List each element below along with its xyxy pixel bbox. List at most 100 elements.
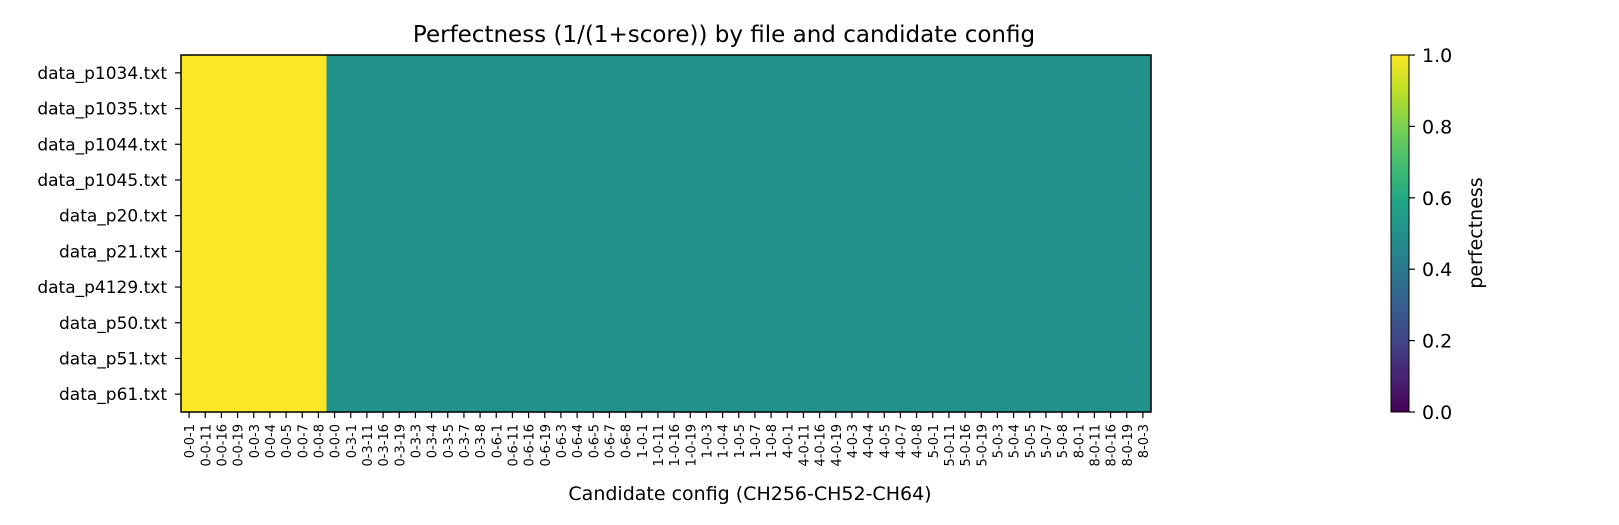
heatmap-cell	[391, 233, 408, 270]
heatmap-cell	[585, 55, 602, 92]
heatmap-cell	[698, 269, 716, 306]
heatmap-cell	[423, 126, 441, 163]
heatmap-cell	[520, 90, 538, 127]
heatmap-cell	[245, 304, 263, 342]
heatmap-cell	[310, 304, 328, 342]
heatmap-cell	[682, 162, 699, 199]
heatmap-cell	[714, 304, 732, 342]
heatmap-cell	[908, 233, 926, 270]
heatmap-cell	[940, 90, 958, 127]
heatmap-cell	[795, 376, 813, 413]
heatmap-cell	[843, 376, 861, 413]
y-tick-label: data_p4129.txt	[37, 278, 167, 298]
heatmap-cell	[488, 233, 505, 270]
heatmap-cell	[1118, 197, 1136, 235]
heatmap-cell	[666, 126, 683, 163]
heatmap-cell	[504, 197, 522, 235]
heatmap-cell	[860, 55, 877, 92]
x-tick-label: 0-6-3	[555, 424, 570, 458]
heatmap-cell	[1134, 162, 1152, 199]
heatmap-cell	[375, 304, 392, 342]
heatmap-cell	[795, 55, 813, 92]
heatmap-cell	[488, 126, 505, 163]
heatmap-cell	[860, 376, 877, 413]
heatmap-cell	[924, 340, 942, 377]
heatmap-cell	[1005, 162, 1023, 199]
heatmap-cell	[197, 340, 214, 377]
heatmap-cell	[504, 304, 522, 342]
heatmap-cell	[746, 269, 764, 306]
heatmap-cell	[181, 340, 198, 377]
heatmap-cell	[504, 126, 522, 163]
heatmap-cell	[552, 197, 570, 235]
heatmap-cell	[407, 376, 425, 413]
heatmap-cell	[278, 376, 295, 413]
heatmap-cell	[827, 340, 845, 377]
heatmap-cell	[310, 233, 328, 270]
heatmap-cell	[197, 233, 214, 270]
heatmap-cell	[892, 162, 910, 199]
heatmap-cell	[730, 233, 748, 270]
heatmap-cell	[536, 55, 554, 92]
heatmap-cell	[1005, 197, 1023, 235]
x-tick-label: 0-6-4	[571, 424, 586, 458]
heatmap-cell	[504, 269, 522, 306]
heatmap-cell	[520, 269, 538, 306]
x-tick-label: 0-6-7	[603, 424, 618, 458]
heatmap-cell	[1118, 304, 1136, 342]
heatmap-cell	[569, 126, 586, 163]
heatmap-cell	[326, 376, 344, 413]
heatmap-cell	[294, 197, 311, 235]
heatmap-cell	[779, 126, 796, 163]
heatmap-cell	[391, 55, 408, 92]
heatmap-cell	[908, 197, 926, 235]
heatmap-cell	[843, 126, 861, 163]
heatmap-cell	[294, 162, 311, 199]
heatmap-cell	[682, 90, 699, 127]
heatmap-cell	[391, 162, 408, 199]
x-tick-label: 1-0-16	[668, 424, 683, 466]
heatmap-cell	[633, 55, 651, 92]
heatmap-cell	[617, 197, 635, 235]
heatmap-cell	[1070, 304, 1087, 342]
heatmap-cell	[278, 55, 295, 92]
x-tick-label: 8-0-16	[1105, 424, 1120, 466]
heatmap-cell	[455, 197, 473, 235]
heatmap-cell	[1070, 197, 1087, 235]
heatmap-cell	[957, 269, 974, 306]
x-tick-label: 0-3-7	[458, 424, 473, 458]
heatmap-cell	[795, 304, 813, 342]
heatmap-cell	[407, 197, 425, 235]
heatmap-cell	[860, 90, 877, 127]
heatmap-cell	[197, 269, 214, 306]
heatmap-cell	[326, 55, 344, 92]
heatmap-cell	[569, 162, 586, 199]
heatmap-cell	[633, 304, 651, 342]
heatmap-cell	[472, 90, 489, 127]
y-tick-label: data_p1044.txt	[37, 135, 167, 155]
heatmap-cell	[1102, 197, 1120, 235]
heatmap-cell	[601, 340, 619, 377]
heatmap-cell	[795, 269, 813, 306]
heatmap-cell	[957, 340, 974, 377]
heatmap-cell	[520, 304, 538, 342]
heatmap-cell	[439, 55, 457, 92]
y-tick-label: data_p20.txt	[59, 207, 167, 227]
heatmap-cell	[860, 197, 877, 235]
heatmap-cell	[601, 90, 619, 127]
heatmap-cell	[730, 197, 748, 235]
heatmap-cell	[439, 233, 457, 270]
heatmap-cell	[924, 90, 942, 127]
heatmap-cell	[197, 162, 214, 199]
y-tick-label: data_p21.txt	[59, 242, 167, 262]
heatmap-cell	[1021, 304, 1039, 342]
heatmap-cell	[1021, 55, 1039, 92]
heatmap-cell	[989, 269, 1007, 306]
heatmap-cell	[213, 197, 231, 235]
heatmap-cell	[245, 233, 263, 270]
heatmap-cell	[973, 233, 990, 270]
x-tick-label: 4-0-19	[830, 424, 845, 466]
heatmap-cell	[1102, 340, 1120, 377]
heatmap-cell	[423, 90, 441, 127]
heatmap-cell	[843, 162, 861, 199]
